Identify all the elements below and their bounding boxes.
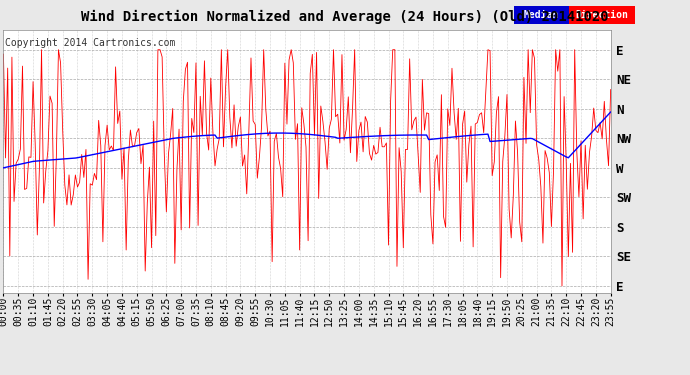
- Text: Wind Direction Normalized and Average (24 Hours) (Old) 20141020: Wind Direction Normalized and Average (2…: [81, 9, 609, 24]
- Text: Median: Median: [524, 10, 560, 20]
- Text: Copyright 2014 Cartronics.com: Copyright 2014 Cartronics.com: [5, 38, 175, 48]
- Text: Direction: Direction: [575, 10, 629, 20]
